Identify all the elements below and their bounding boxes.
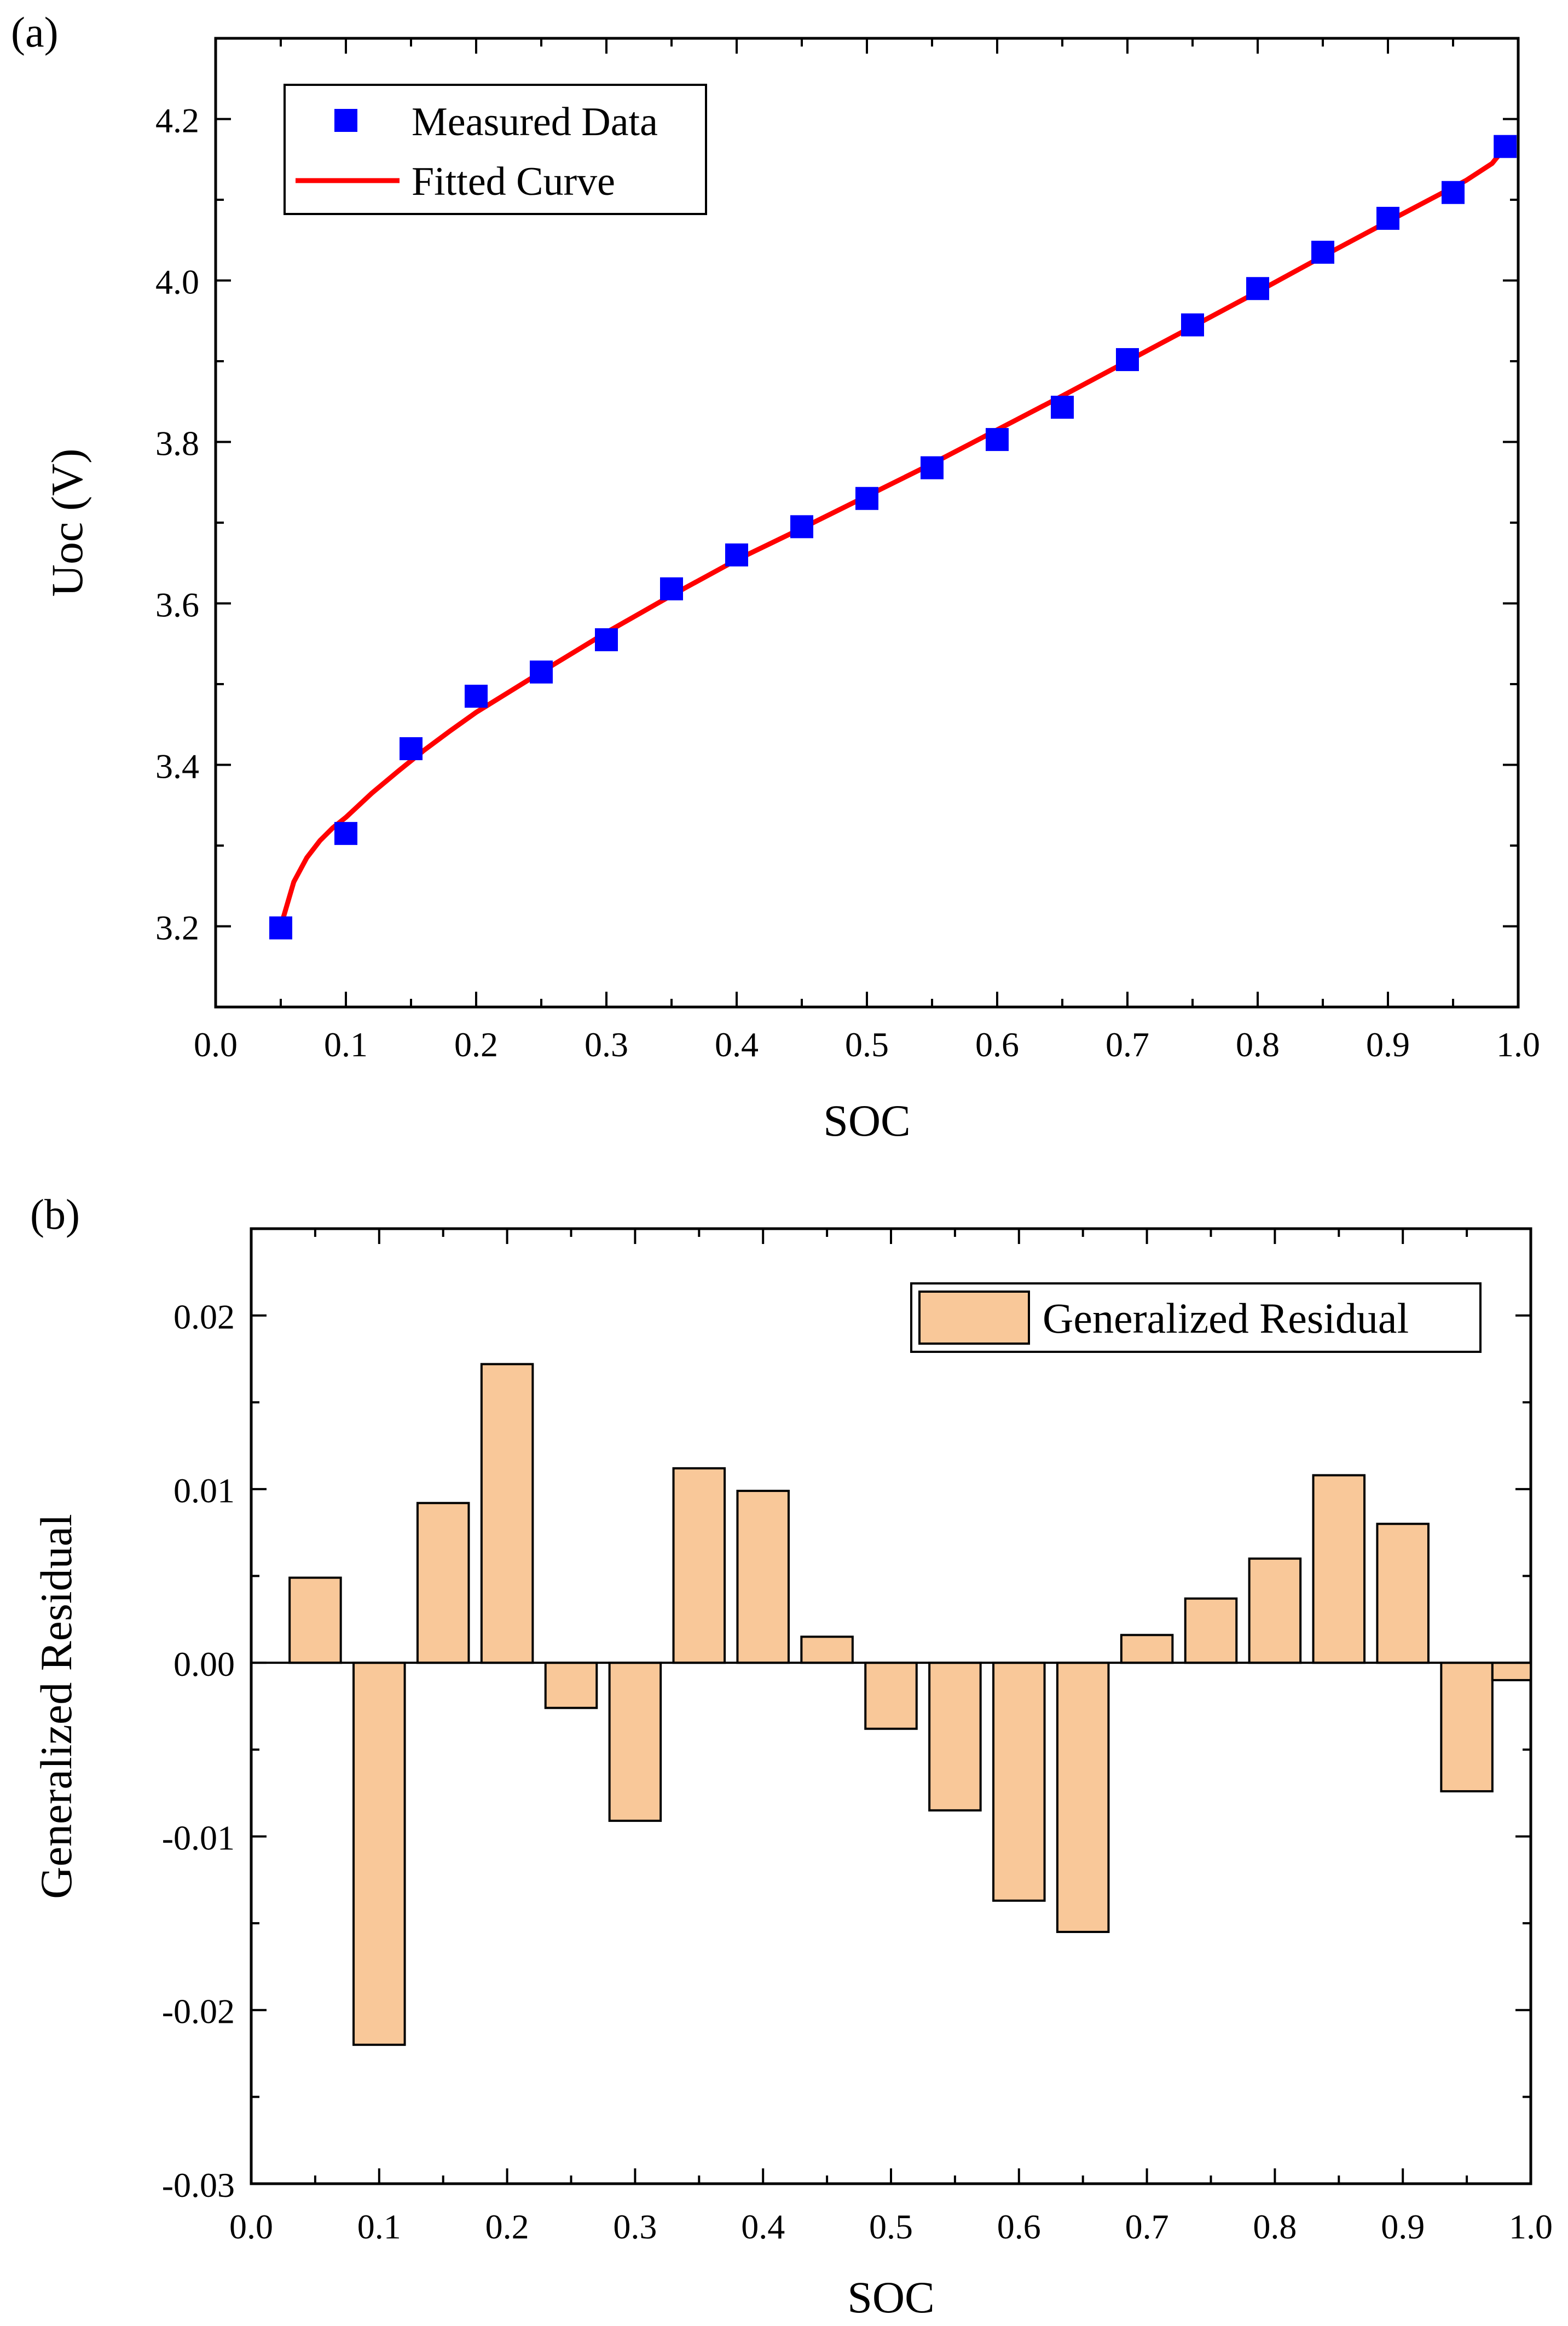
x-tick-label: 0.6 bbox=[997, 2207, 1041, 2246]
measured-data-point bbox=[595, 628, 618, 651]
measured-data-point bbox=[855, 487, 878, 510]
residual-bar bbox=[1248, 1557, 1302, 1664]
measured-data-point bbox=[465, 685, 488, 708]
x-tick-label: 0.5 bbox=[869, 2207, 913, 2246]
panel-b-plot-area bbox=[251, 1363, 1532, 2046]
measured-data-point bbox=[269, 916, 292, 940]
residual-bar bbox=[1491, 1662, 1532, 1681]
measured-data-point bbox=[1246, 277, 1269, 300]
residual-bar bbox=[1056, 1662, 1110, 1933]
measured-data-point bbox=[400, 737, 423, 760]
panel-b-residuals: (b) 0.0 0.1 0.2 0.3 0.4 0.5 0.6 0.7 0.8 0.9 1.0 -0.… bbox=[30, 1190, 1553, 2322]
y-tick-label: 0.01 bbox=[173, 1471, 235, 1510]
measured-data-point bbox=[1116, 348, 1139, 372]
measured-data-point bbox=[790, 515, 813, 539]
residual-bar bbox=[1440, 1662, 1494, 1792]
legend-label-measured-data: Measured Data bbox=[412, 100, 658, 144]
y-tick-label: 3.4 bbox=[155, 747, 199, 786]
panel-b-ticks: 0.0 0.1 0.2 0.3 0.4 0.5 0.6 0.7 0.8 0.9 1.0 -0.03 -0… bbox=[162, 1228, 1553, 2246]
x-tick-label: 0.5 bbox=[845, 1025, 889, 1064]
x-tick-label: 1.0 bbox=[1496, 1025, 1540, 1064]
legend-label-generalized-residual: Generalized Residual bbox=[1043, 1294, 1409, 1342]
panel-b-label: (b) bbox=[30, 1190, 80, 1238]
x-tick-label: 0.8 bbox=[1253, 2207, 1297, 2246]
measured-data-point bbox=[725, 543, 748, 566]
y-tick-label: 4.2 bbox=[155, 101, 199, 140]
residual-bar bbox=[1184, 1597, 1238, 1664]
x-tick-label: 0.2 bbox=[485, 2207, 529, 2246]
residual-bar bbox=[288, 1576, 342, 1664]
x-tick-label: 0.8 bbox=[1236, 1025, 1280, 1064]
panel-b-legend: Generalized Residual bbox=[910, 1282, 1482, 1353]
y-tick-label: 0.00 bbox=[173, 1645, 235, 1683]
residual-bar bbox=[800, 1635, 854, 1664]
residual-bar bbox=[480, 1363, 534, 1664]
panel-a-label: (a) bbox=[11, 8, 59, 56]
x-tick-label: 0.3 bbox=[613, 2207, 657, 2246]
y-tick-label: -0.02 bbox=[162, 1992, 235, 2031]
panel-a-ticks: 0.0 0.1 0.2 0.3 0.4 0.5 0.6 0.7 0.8 0.9 1.0 3.2 3.4 3… bbox=[155, 37, 1540, 1064]
measured-data-point bbox=[1311, 240, 1334, 264]
measured-data-point bbox=[1442, 181, 1465, 204]
x-tick-label: 0.4 bbox=[741, 2207, 785, 2246]
x-tick-label: 0.0 bbox=[194, 1025, 238, 1064]
residual-bar bbox=[1376, 1523, 1430, 1664]
residual-bar bbox=[1312, 1474, 1366, 1664]
panel-b-x-axis-label: SOC bbox=[847, 2272, 935, 2322]
residual-bar bbox=[608, 1662, 662, 1822]
measured-data-point bbox=[1494, 135, 1517, 158]
panel-a-plot-area bbox=[269, 135, 1517, 940]
panel-b-y-axis-label: Generalized Residual bbox=[31, 1514, 81, 1899]
residual-bar bbox=[672, 1467, 726, 1664]
x-tick-label: 0.4 bbox=[715, 1025, 759, 1064]
y-tick-label: 0.02 bbox=[173, 1298, 235, 1336]
panel-a-y-axis-label: Uoc (V) bbox=[42, 449, 92, 597]
residual-bar bbox=[544, 1662, 598, 1709]
measured-data-point bbox=[1376, 206, 1399, 230]
measured-data-point bbox=[986, 428, 1009, 452]
residual-bar bbox=[864, 1662, 918, 1730]
residual-bar bbox=[736, 1490, 790, 1664]
x-tick-label: 0.6 bbox=[975, 1025, 1019, 1064]
legend-label-fitted-curve: Fitted Curve bbox=[412, 159, 615, 204]
residual-bar bbox=[1120, 1634, 1174, 1664]
residual-bar bbox=[992, 1662, 1046, 1902]
panel-a-legend-box bbox=[283, 84, 707, 215]
y-tick-label: -0.01 bbox=[162, 1818, 235, 1857]
legend-marker-icon bbox=[334, 109, 357, 132]
x-tick-label: 0.7 bbox=[1125, 2207, 1169, 2246]
y-tick-label: 3.6 bbox=[155, 586, 199, 624]
legend-bar-swatch-icon bbox=[918, 1291, 1030, 1345]
x-tick-label: 0.1 bbox=[324, 1025, 368, 1064]
measured-data-point bbox=[1181, 313, 1204, 337]
residual-bar bbox=[352, 1662, 406, 2046]
measured-data-point bbox=[1051, 396, 1074, 419]
measured-data-point bbox=[530, 660, 553, 684]
measured-data-point bbox=[660, 577, 683, 600]
residual-bar bbox=[928, 1662, 982, 1812]
measured-data-point bbox=[921, 456, 944, 479]
fitted-curve-line bbox=[278, 144, 1508, 929]
y-tick-label: 4.0 bbox=[155, 263, 199, 302]
y-tick-label: 3.2 bbox=[155, 909, 199, 947]
y-tick-label: 3.8 bbox=[155, 424, 199, 463]
x-tick-label: 0.1 bbox=[357, 2207, 401, 2246]
x-tick-label: 0.9 bbox=[1366, 1025, 1410, 1064]
residual-bar bbox=[416, 1502, 470, 1664]
panel-a-uoc-vs-soc: (a) 0.0 0.1 0.2 0.3 0.4 0.5 0.6 0.7 0.8 0.9 1.0 3.2… bbox=[11, 8, 1540, 1145]
x-tick-label: 0.0 bbox=[229, 2207, 273, 2246]
x-tick-label: 0.3 bbox=[585, 1025, 628, 1064]
panel-a-x-axis-label: SOC bbox=[823, 1096, 911, 1145]
measured-data-point bbox=[334, 821, 357, 845]
x-tick-label: 0.2 bbox=[454, 1025, 498, 1064]
y-tick-label: -0.03 bbox=[162, 2166, 235, 2205]
x-tick-label: 1.0 bbox=[1509, 2207, 1553, 2246]
x-tick-label: 0.9 bbox=[1381, 2207, 1425, 2246]
panel-a-legend: Measured Data Fitted Curve bbox=[283, 84, 707, 215]
x-tick-label: 0.7 bbox=[1106, 1025, 1149, 1064]
